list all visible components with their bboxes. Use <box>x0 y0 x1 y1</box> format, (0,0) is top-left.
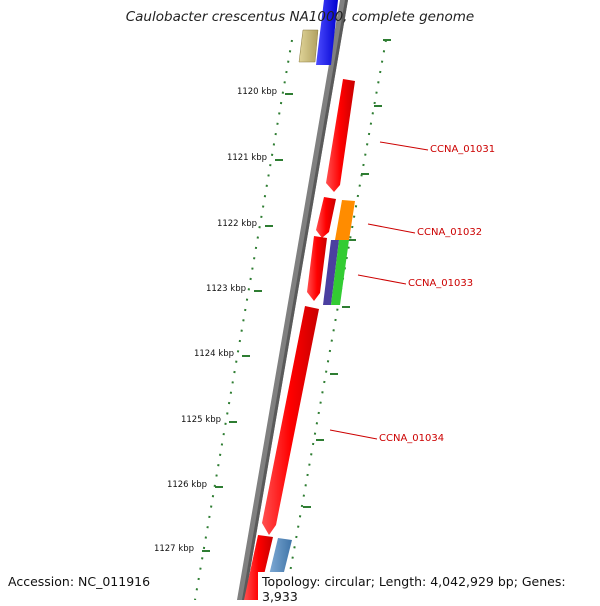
scale-ticks: 1120 kbp 1121 kbp 1122 kbp 1123 kbp 1124 kbp… <box>154 87 293 554</box>
gene-labels: CCNA_01031 CCNA_01032 CCNA_01033 CCNA_01034 <box>329 141 495 444</box>
outer-track-ticks <box>303 39 391 508</box>
gene-feature-khaki[interactable] <box>298 29 319 63</box>
scale-tick-label: 1125 kbp <box>181 415 221 425</box>
scale-tick-label: 1123 kbp <box>206 284 246 294</box>
gene-arrow-bottom[interactable] <box>244 535 273 600</box>
scale-tick-label: 1120 kbp <box>237 87 277 97</box>
gene-feature-blue[interactable] <box>316 0 338 65</box>
scale-tick-label: 1127 kbp <box>154 544 194 554</box>
scale-tick-label: 1126 kbp <box>167 480 207 490</box>
gene-label[interactable]: CCNA_01033 <box>408 278 473 289</box>
gene-label[interactable]: CCNA_01031 <box>430 144 495 155</box>
genome-summary: Topology: circular; Length: 4,042,929 bp… <box>258 572 600 606</box>
page-title: Caulobacter crescentus NA1000, complete … <box>125 9 475 25</box>
gene-feature-green[interactable] <box>331 240 349 305</box>
scale-tick-label: 1121 kbp <box>227 153 267 163</box>
gene-feature-orange[interactable] <box>335 200 355 240</box>
gene-arrow-ccna-01034[interactable] <box>262 306 319 535</box>
scale-tick-label: 1124 kbp <box>194 349 234 359</box>
gene-label[interactable]: CCNA_01034 <box>379 433 444 444</box>
scale-tick-label: 1122 kbp <box>217 219 257 229</box>
gene-label-leader <box>329 429 378 440</box>
gene-arrow-upper-short[interactable] <box>316 197 336 238</box>
genome-backbone <box>237 0 348 600</box>
gene-feature-indigo[interactable] <box>323 240 339 305</box>
gene-arrow-ccna-01031[interactable] <box>326 79 355 192</box>
gene-arrow-ccna-01033[interactable] <box>307 236 327 301</box>
accession-label: Accession: NC_011916 <box>4 572 155 591</box>
gene-label-leader <box>367 223 416 234</box>
inner-dotted-track <box>194 39 293 600</box>
gene-label-leader <box>379 141 429 151</box>
gene-label[interactable]: CCNA_01032 <box>417 227 482 238</box>
outer-dotted-track <box>284 39 387 600</box>
gene-label-leader <box>357 274 407 285</box>
